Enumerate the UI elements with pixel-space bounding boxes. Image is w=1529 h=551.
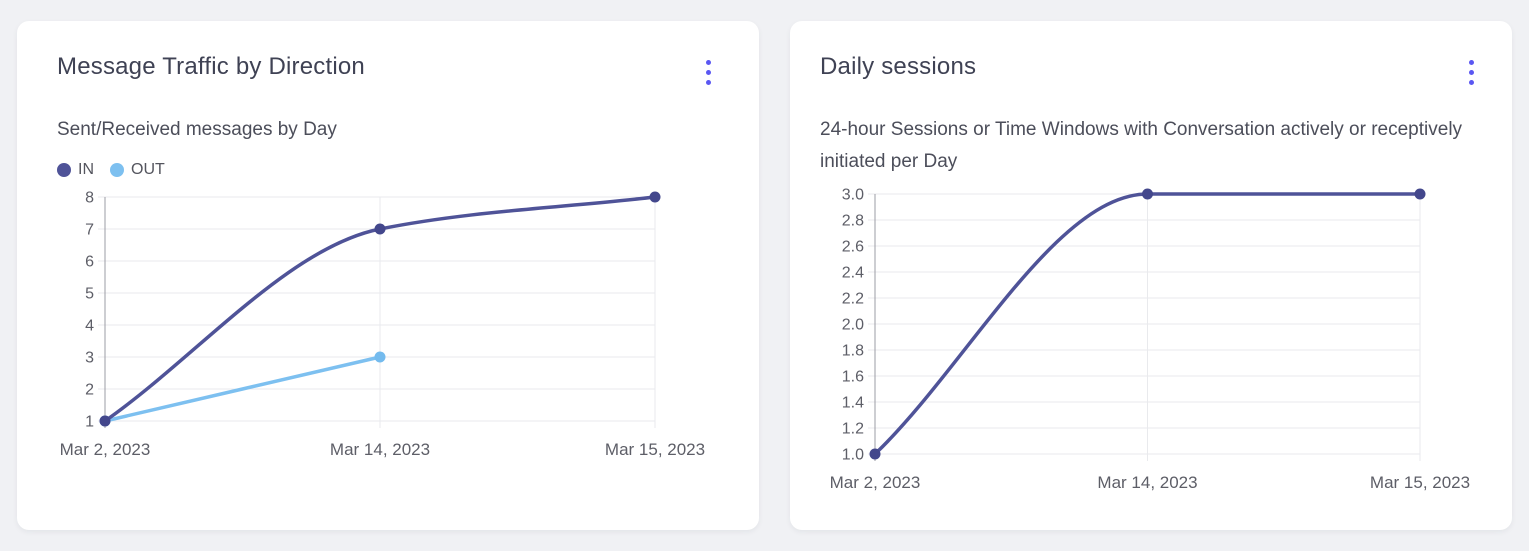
kebab-dot (706, 70, 711, 75)
message-traffic-chart: 1 2 3 4 5 6 7 8 Mar 2, 2023 Mar 14, 2023 Mar 15, 2… (57, 185, 719, 469)
legend-item-out[interactable]: OUT (110, 161, 165, 179)
kebab-dot (706, 80, 711, 85)
kebab-vertical-icon[interactable] (698, 55, 719, 90)
series-point (1142, 188, 1153, 200)
y-tick-label: 1.6 (842, 369, 864, 386)
y-tick-label: 1.8 (842, 343, 864, 360)
x-tick-label: Mar 14, 2023 (330, 440, 430, 459)
OUT-line (103, 355, 382, 423)
y-tick-label: 2 (85, 382, 94, 399)
y-tick-label: 2.4 (842, 265, 864, 282)
out-series-color-dot (110, 163, 124, 177)
legend-label-out: OUT (131, 161, 165, 178)
y-tick-label: 2.2 (842, 291, 864, 308)
y-tick-label: 2.8 (842, 213, 864, 230)
y-tick-label: 8 (85, 190, 94, 207)
IN-point (99, 415, 111, 427)
x-tick-label: Mar 15, 2023 (605, 440, 705, 459)
kebab-dot (1469, 70, 1474, 75)
card-header: Daily sessions (820, 53, 1482, 90)
card-subtitle-message-traffic: Sent/Received messages by Day (57, 119, 337, 140)
y-tick-label: 1.4 (842, 395, 864, 412)
IN-point (649, 191, 661, 203)
y-tick-label: 6 (85, 254, 94, 271)
series-line (873, 192, 1422, 456)
series-point (1414, 188, 1426, 200)
card-subtitle-daily-sessions: 24-hour Sessions or Time Windows with Co… (820, 119, 1463, 172)
in-series-color-dot (57, 163, 71, 177)
x-tick-label: Mar 14, 2023 (1097, 473, 1197, 492)
OUT-point (374, 351, 386, 363)
series-point (869, 448, 881, 460)
y-tick-label: 5 (85, 286, 94, 303)
card-title-message-traffic: Message Traffic by Direction (57, 53, 365, 80)
legend-item-in[interactable]: IN (57, 161, 94, 179)
y-tick-label: 1.2 (842, 421, 864, 438)
x-tick-label: Mar 2, 2023 (60, 440, 151, 459)
y-tick-label: 3 (85, 350, 94, 367)
chart-canvas: 1.0 1.2 1.4 1.6 1.8 2.0 2.2 2.4 2.6 2.8 3.0 Mar 2, … (830, 187, 1470, 493)
x-tick-label: Mar 2, 2023 (830, 473, 921, 492)
card-daily-sessions: Daily sessions 24-hour Sessions or Time … (790, 21, 1512, 530)
chart-canvas: 1 2 3 4 5 6 7 8 Mar 2, 2023 Mar 14, 2023 Mar 15, 2… (60, 190, 705, 460)
kebab-vertical-icon[interactable] (1461, 55, 1482, 90)
y-tick-label: 1 (85, 414, 94, 431)
IN-point (374, 223, 386, 235)
card-title-daily-sessions: Daily sessions (820, 53, 977, 80)
x-tick-label: Mar 15, 2023 (1370, 473, 1470, 492)
kebab-dot (706, 60, 711, 65)
y-tick-label: 4 (85, 318, 94, 335)
y-tick-label: 3.0 (842, 187, 864, 204)
y-tick-label: 1.0 (842, 447, 864, 464)
kebab-dot (1469, 60, 1474, 65)
y-tick-label: 7 (85, 222, 94, 239)
card-header: Message Traffic by Direction (57, 53, 719, 90)
kebab-dot (1469, 80, 1474, 85)
daily-sessions-chart: 1.0 1.2 1.4 1.6 1.8 2.0 2.2 2.4 2.6 2.8 3.0 Mar 2, … (820, 184, 1482, 502)
card-message-traffic: Message Traffic by Direction Sent/Receiv… (17, 21, 759, 530)
y-tick-label: 2.6 (842, 239, 864, 256)
chart-legend: IN OUT (57, 158, 719, 182)
y-tick-label: 2.0 (842, 317, 864, 334)
legend-label-in: IN (78, 161, 94, 178)
